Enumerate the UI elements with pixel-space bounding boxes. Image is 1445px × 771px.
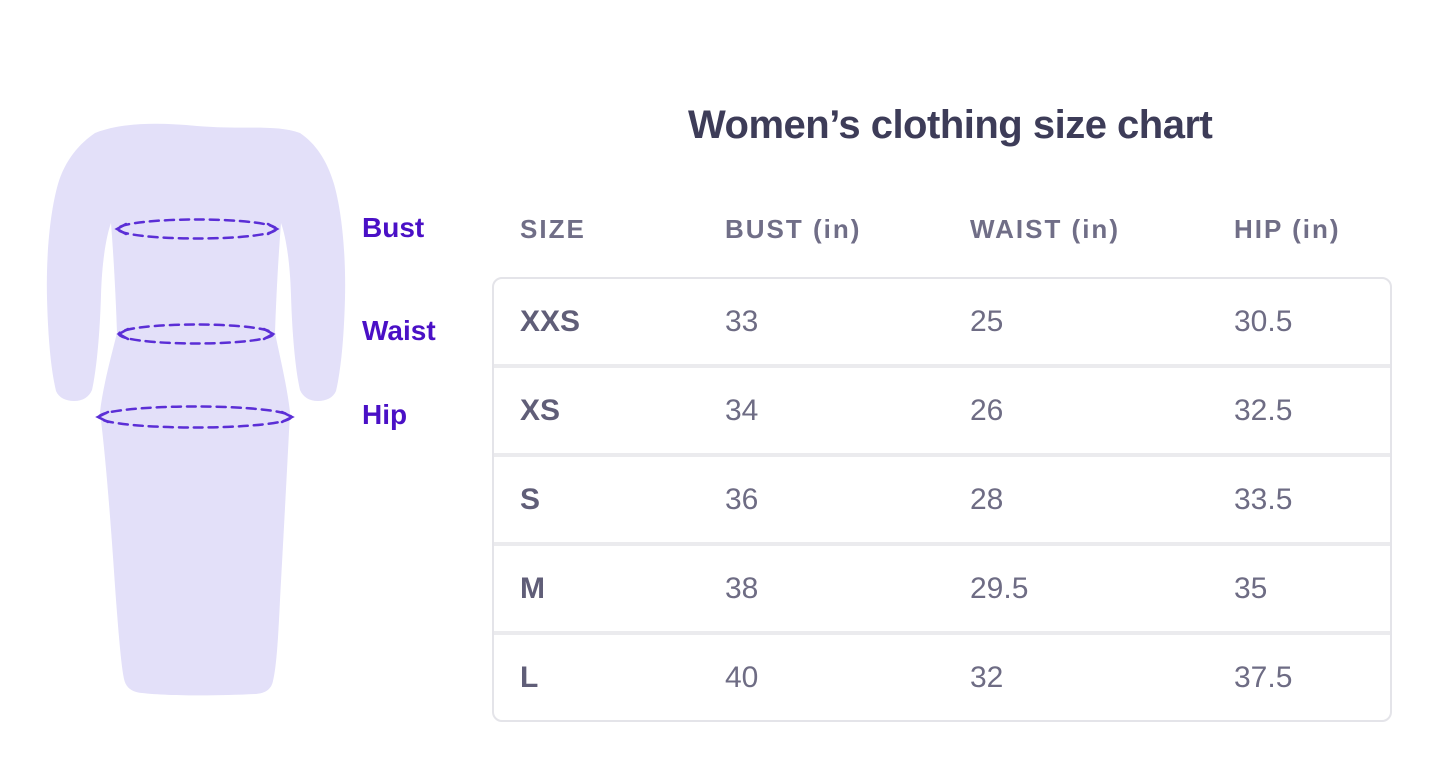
waist-arrow-right [262,327,276,341]
hip-cell: 35 [1234,571,1268,605]
bust-label: Bust [362,212,425,243]
size-table: XXS 33 25 30.5 XS 34 26 32.5 S 36 28 33.… [492,277,1392,722]
size-table-header: SIZE BUST (in) WAIST (in) HIP (in) [494,214,1394,245]
column-header-hip: HIP (in) [1234,214,1341,244]
table-row: XS 34 26 32.5 [494,368,1390,453]
row-separator [494,631,1390,635]
table-row: L 40 32 37.5 [494,635,1390,720]
bust-cell: 40 [725,660,759,694]
row-separator [494,364,1390,368]
bust-cell: 36 [725,482,759,516]
table-row: XXS 33 25 30.5 [494,279,1390,364]
column-header-bust: BUST (in) [725,214,862,244]
bust-arrow-right [266,222,280,236]
waist-cell: 29.5 [970,571,1029,605]
hip-cell: 30.5 [1234,304,1293,338]
waist-cell: 25 [970,304,1004,338]
size-cell: XS [520,393,561,427]
bust-cell: 33 [725,304,759,338]
waist-cell: 26 [970,393,1004,427]
waist-cell: 32 [970,660,1004,694]
size-cell: M [520,571,545,605]
size-cell: S [520,482,541,516]
table-row: S 36 28 33.5 [494,457,1390,542]
waist-arrow-left [116,327,130,341]
row-separator [494,542,1390,546]
hip-arrow-left [95,410,110,424]
dress-body-shape [46,123,346,696]
hip-cell: 32.5 [1234,393,1293,427]
column-header-size: SIZE [520,214,586,244]
size-cell: XXS [520,304,581,338]
column-header-waist: WAIST (in) [970,214,1120,244]
waist-cell: 28 [970,482,1004,516]
size-cell: L [520,660,539,694]
waist-label: Waist [362,315,436,346]
dress-silhouette [46,123,346,696]
hip-cell: 33.5 [1234,482,1293,516]
row-separator [494,453,1390,457]
bust-arrow-left [114,222,128,236]
hip-arrow-right [280,410,295,424]
bust-cell: 34 [725,393,759,427]
table-row: M 38 29.5 35 [494,546,1390,631]
hip-label: Hip [362,399,408,430]
hip-cell: 37.5 [1234,660,1293,694]
bust-cell: 38 [725,571,759,605]
chart-title: Women’s clothing size chart [688,103,1213,147]
